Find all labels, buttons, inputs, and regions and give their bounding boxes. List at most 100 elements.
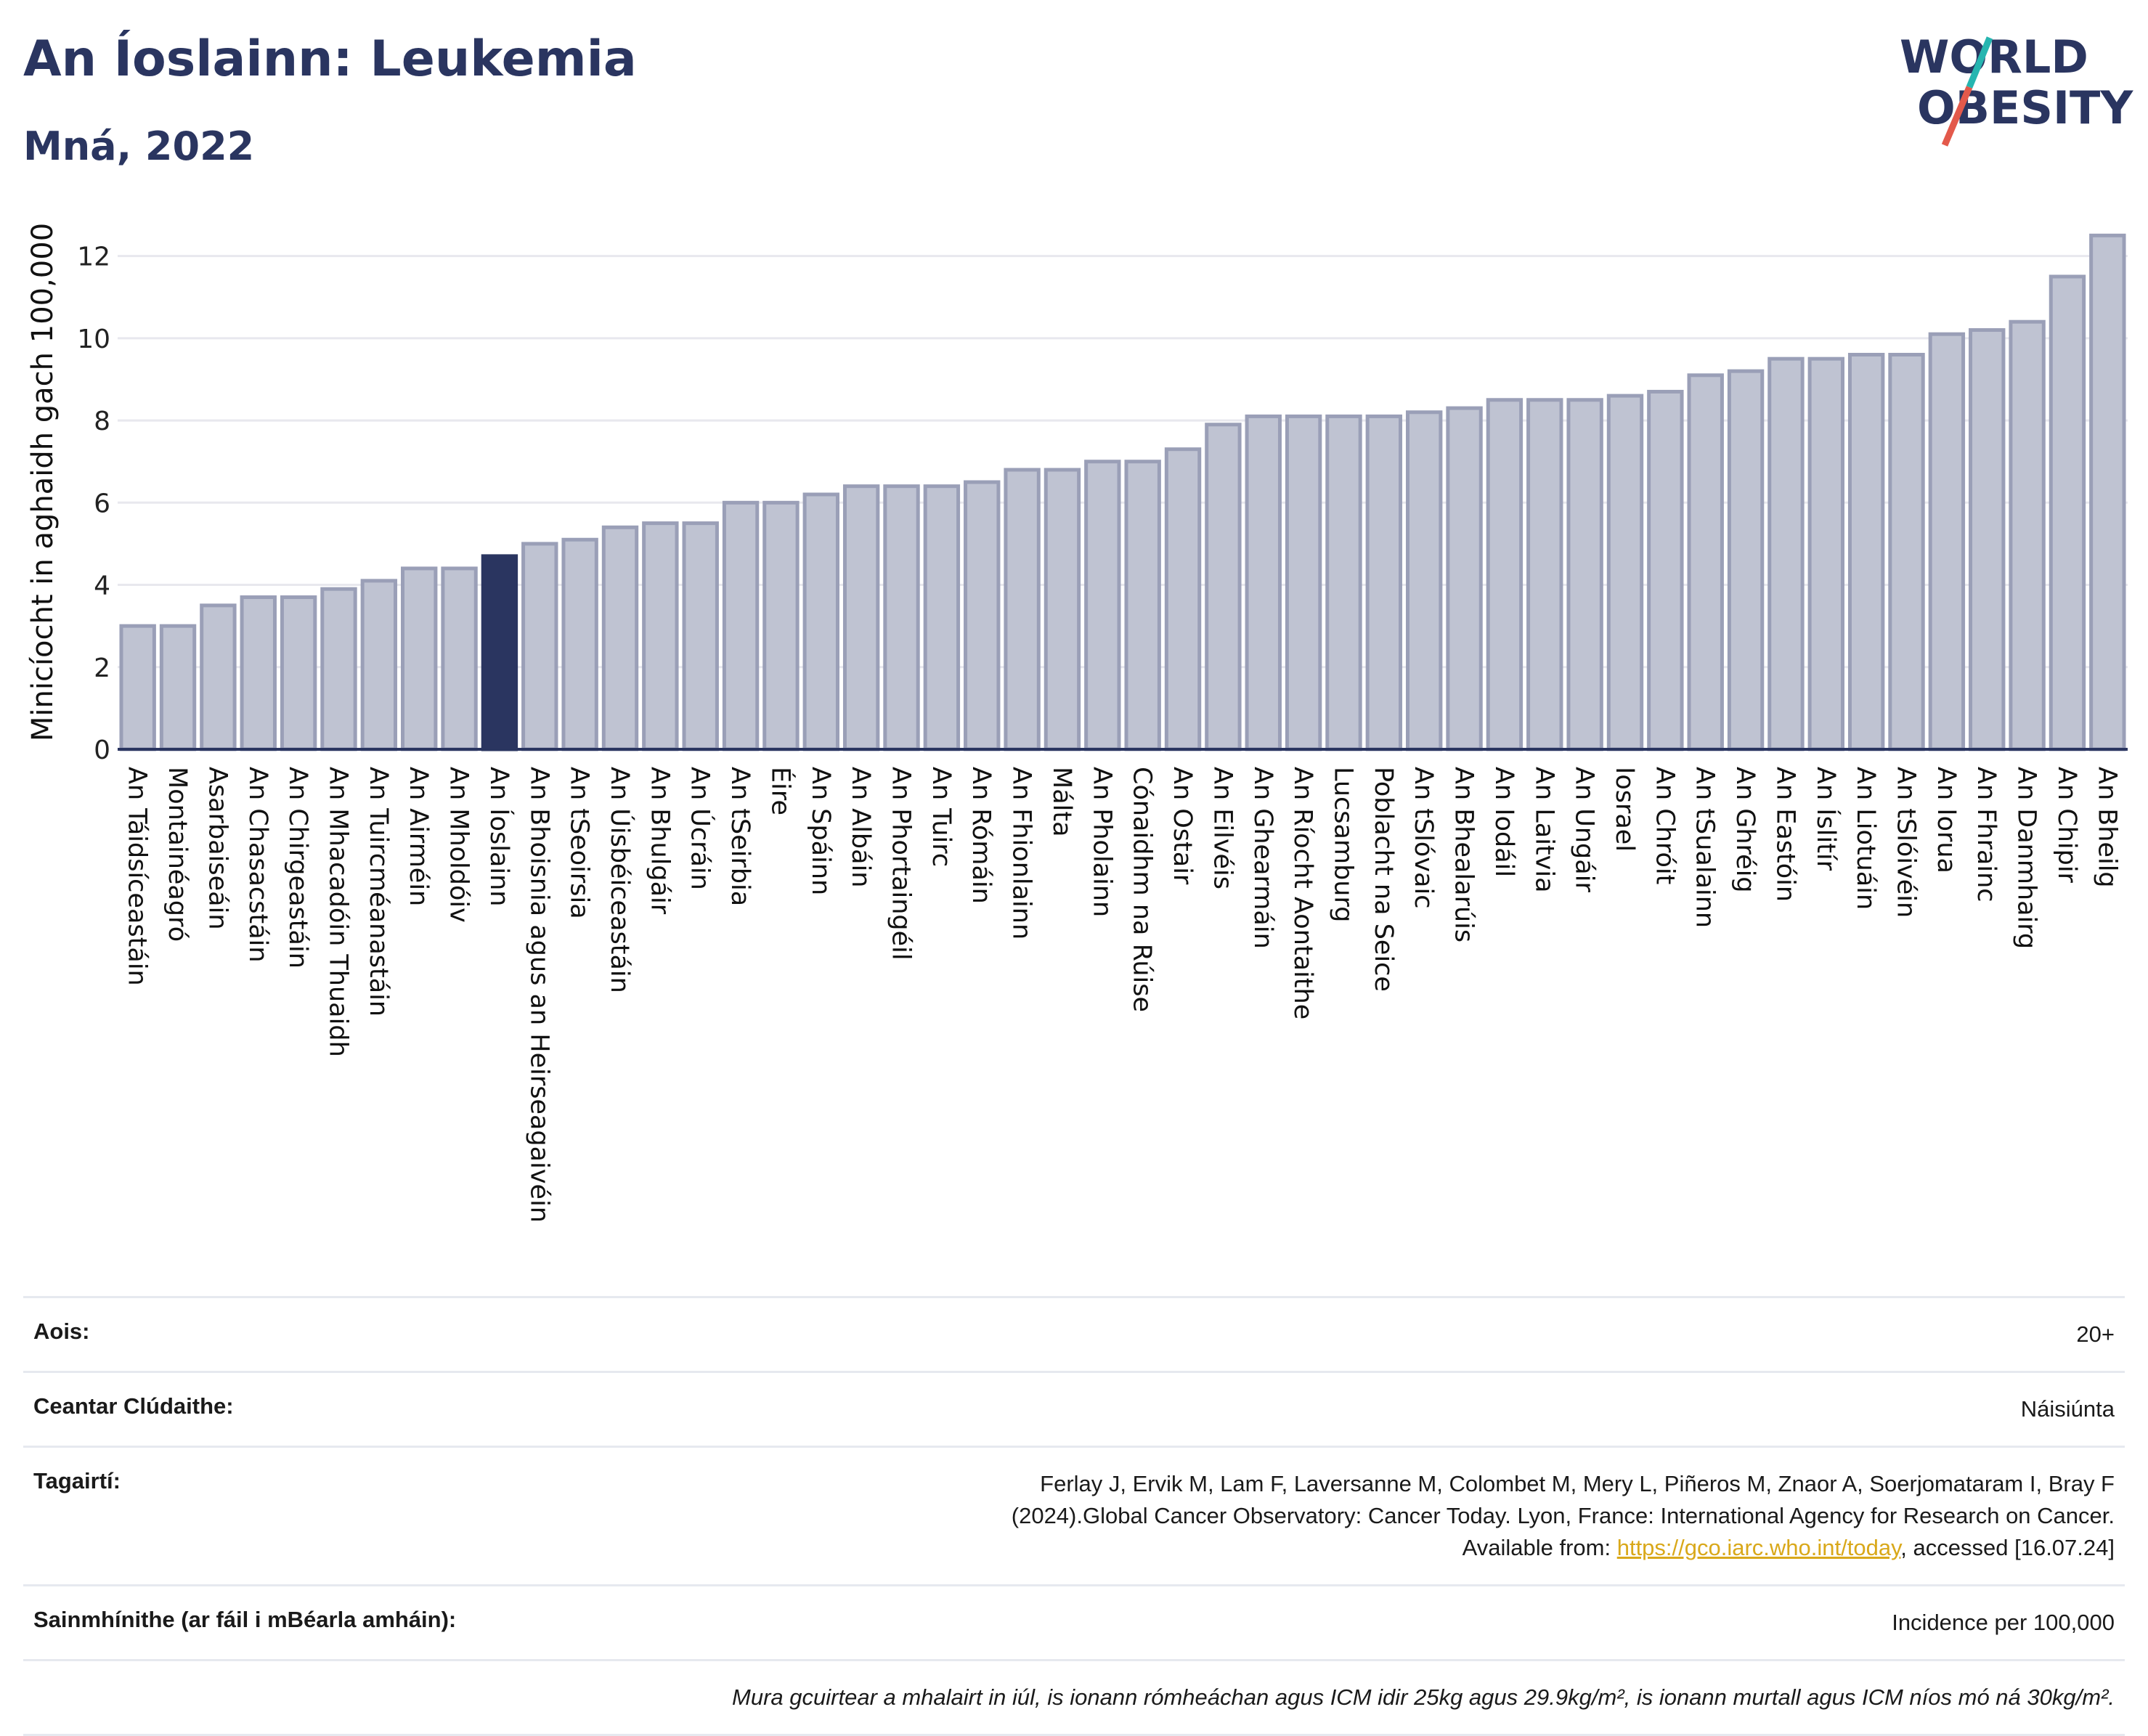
coverage-value: Náisiúnta <box>2020 1396 2115 1422</box>
bar <box>521 542 558 751</box>
bar <box>722 500 760 751</box>
bar <box>1164 447 1202 751</box>
row-age: Aois: 20+ <box>23 1296 2125 1371</box>
x-tick-label: An Íoslainn <box>484 767 515 906</box>
bar <box>2089 233 2126 751</box>
x-tick-label: Lucsamburg <box>1328 767 1357 922</box>
bar <box>360 579 398 751</box>
x-tick-label: Éire <box>765 767 796 815</box>
bar <box>320 587 357 751</box>
references-value: Ferlay J, Ervik M, Lam F, Laversanne M, … <box>924 1468 2115 1564</box>
bar <box>159 624 197 751</box>
x-tick-label: An Phortaingéil <box>887 767 916 961</box>
y-tick-label: 2 <box>94 653 110 683</box>
x-tick-label: An Chróit <box>1650 767 1679 884</box>
references-text: Ferlay J, Ervik M, Lam F, Laversanne M, … <box>1011 1471 2115 1560</box>
x-tick-label: An Úcráin <box>686 767 716 890</box>
y-tick-label: 8 <box>94 407 110 436</box>
x-tick-label: An Iodáil <box>1489 767 1518 877</box>
x-tick-label: An Chipir <box>2052 767 2081 884</box>
row-note: Mura gcuirtear a mhalairt in iúl, is ion… <box>23 1659 2125 1736</box>
x-tick-label: An Iorua <box>1932 767 1961 873</box>
bar <box>401 566 438 751</box>
bar <box>1606 394 1644 751</box>
bar <box>964 480 1001 751</box>
age-value: 20+ <box>2076 1321 2115 1347</box>
world-obesity-logo: WORLD OBESITY <box>1900 30 2133 147</box>
row-definitions: Sainmhínithe (ar fáil i mBéarla amháin):… <box>23 1584 2125 1659</box>
bar <box>1486 398 1523 751</box>
x-tick-label: An Bhoisnia agus an Heirseagaivéin <box>524 767 553 1223</box>
x-tick-label: An Bhealarúis <box>1449 767 1478 942</box>
x-tick-label: An Ghearmáin <box>1248 767 1277 949</box>
x-tick-label: An Táidsíceastáin <box>123 767 152 986</box>
bar <box>1928 332 1966 751</box>
bar <box>481 554 518 751</box>
y-tick-label: 10 <box>77 325 110 354</box>
bar <box>1004 468 1041 751</box>
x-tick-label: An Laitvia <box>1529 767 1558 893</box>
bar <box>2009 319 2046 751</box>
page-subtitle: Mná, 2022 <box>23 123 255 169</box>
x-tick-label: An Pholainn <box>1087 767 1116 917</box>
x-tick-label: An Spáinn <box>806 767 835 895</box>
x-tick-label: An Ostair <box>1168 767 1197 885</box>
x-tick-label: An Fhrainc <box>1972 767 2001 902</box>
bar <box>1245 414 1282 751</box>
bar <box>1727 369 1765 751</box>
x-tick-label: An Rómáin <box>967 767 996 904</box>
bar <box>923 484 961 751</box>
x-tick-label: An Fhionlainn <box>1007 767 1036 940</box>
bar <box>2049 274 2086 751</box>
x-tick-label: An Ghréig <box>1730 767 1760 893</box>
x-tick-label: An Bhulgáir <box>645 767 674 915</box>
x-tick-label: An tSeoirsia <box>565 767 594 919</box>
bar <box>1365 414 1403 751</box>
bar <box>1767 356 1805 751</box>
bar <box>1325 414 1362 751</box>
references-link[interactable]: https://gco.iarc.who.int/today <box>1616 1535 1901 1560</box>
bar <box>200 603 237 751</box>
x-axis-labels: An Táidsíceastáin Montainéagró Asarbaiseái… <box>123 767 2122 1223</box>
x-tick-label: An Eastóin <box>1770 767 1799 902</box>
y-axis-ticks: 0 2 4 6 8 10 12 <box>77 243 110 765</box>
bar <box>642 521 679 751</box>
info-table: Aois: 20+ Ceantar Clúdaithe: Náisiúnta T… <box>23 1296 2125 1736</box>
x-tick-label: An tSlóvaic <box>1409 767 1438 908</box>
bar <box>802 492 839 751</box>
bar <box>1446 406 1483 751</box>
references-label: Tagairtí: <box>33 1468 121 1493</box>
x-tick-label: An Eilvéis <box>1208 767 1237 889</box>
x-tick-label: An Liotuáin <box>1851 767 1880 910</box>
bar <box>119 624 156 751</box>
x-tick-label: An tSeirbia <box>725 767 754 906</box>
y-tick-label: 4 <box>94 571 110 601</box>
x-tick-label: An Chasacstáin <box>243 767 272 963</box>
x-tick-label: Montainéagró <box>163 767 192 942</box>
x-tick-label: An Íslitír <box>1811 767 1842 871</box>
logo-line1: WORLD <box>1900 30 2088 83</box>
x-tick-label: Cónaidhm na Rúise <box>1128 767 1157 1012</box>
x-tick-label: An Airméin <box>404 767 433 906</box>
x-tick-label: Asarbaiseáin <box>203 767 232 930</box>
age-label: Aois: <box>33 1319 90 1344</box>
bar <box>1888 352 1925 751</box>
bar <box>1406 410 1443 751</box>
x-tick-label: An Mhacadóin Thuaidh <box>323 767 352 1057</box>
bar <box>883 484 920 751</box>
bar <box>240 595 277 751</box>
y-tick-label: 0 <box>94 735 110 765</box>
bar <box>1566 398 1603 751</box>
definitions-value: Incidence per 100,000 <box>1892 1610 2115 1635</box>
x-tick-label: An tSlóivéin <box>1892 767 1921 918</box>
x-tick-label: An Mholdóiv <box>444 767 473 923</box>
bar <box>842 484 880 751</box>
row-coverage: Ceantar Clúdaithe: Náisiúnta <box>23 1371 2125 1446</box>
coverage-label: Ceantar Clúdaithe: <box>33 1393 234 1419</box>
x-tick-label: Poblacht na Seice <box>1369 767 1398 992</box>
bar <box>1847 352 1885 751</box>
x-tick-label: An Ríocht Aontaithe <box>1288 767 1317 1019</box>
y-tick-label: 12 <box>77 243 110 272</box>
logo-slash-teal <box>1966 36 1993 89</box>
